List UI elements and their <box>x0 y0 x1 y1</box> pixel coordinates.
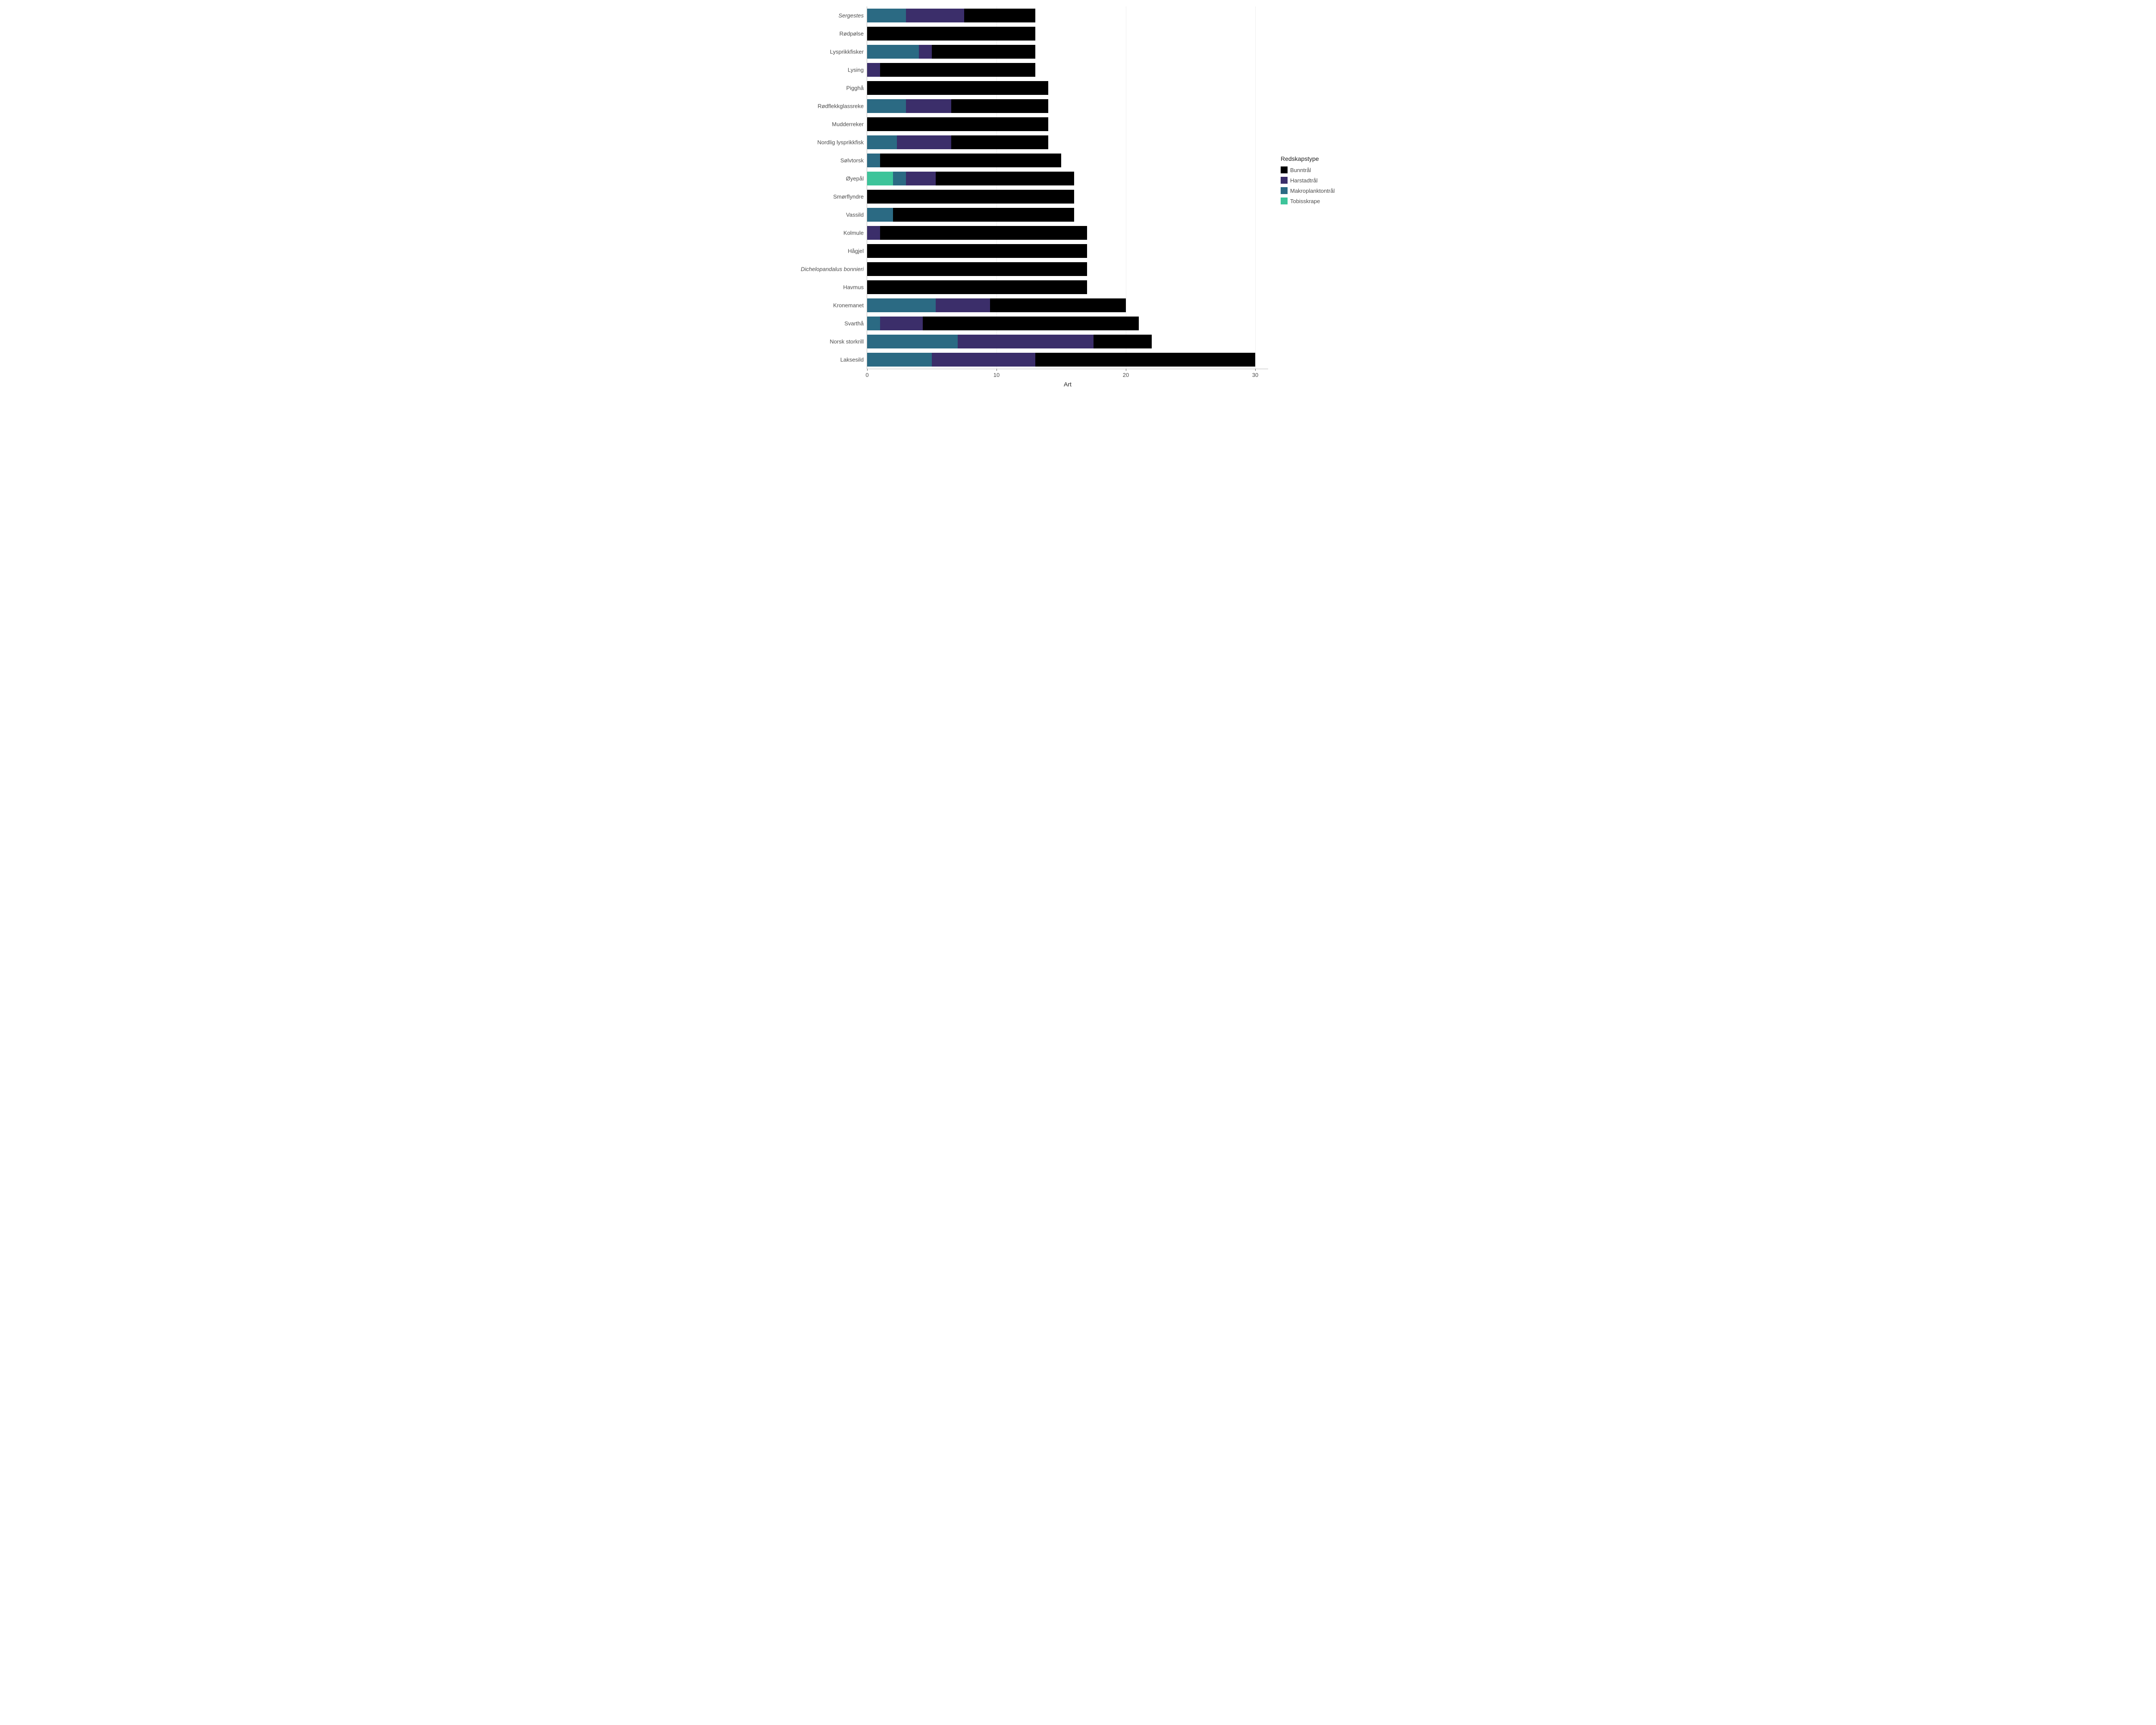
bar-segment <box>906 99 951 113</box>
y-tick-label: Nordlig lysprikkfisk <box>817 139 864 146</box>
bar-segment <box>867 9 906 22</box>
bar-segment <box>932 45 1035 59</box>
bar-segment <box>880 317 923 330</box>
bar-segment <box>893 208 1074 222</box>
bar-segment <box>958 335 1094 348</box>
bar-segment <box>867 335 958 348</box>
legend-swatch <box>1281 166 1288 173</box>
y-tick-label: Svarthå <box>844 320 864 327</box>
x-axis-label: Art <box>1064 381 1072 388</box>
bar-segment <box>867 154 880 167</box>
bar-segment <box>906 9 964 22</box>
bar-segment <box>867 280 1087 294</box>
y-tick-label: Sergestes <box>838 13 864 19</box>
y-tick-label: Norsk storkrill <box>830 339 864 345</box>
bar-segment <box>964 9 1035 22</box>
legend-title: Redskapstype <box>1281 155 1367 162</box>
bar-segment <box>880 63 1035 77</box>
bar-segment <box>897 135 951 149</box>
legend-label: Harstadtrål <box>1290 177 1318 184</box>
bar-segment <box>936 172 1074 185</box>
legend-item: Tobisskrape <box>1281 198 1367 204</box>
bar-segment <box>867 99 906 113</box>
bar-segment <box>867 190 1074 204</box>
bar-segment <box>867 63 880 77</box>
bar-segment <box>867 81 1048 95</box>
bar-segment <box>867 262 1087 276</box>
legend-label: Makroplanktontrål <box>1290 188 1335 194</box>
chart-container: Art 0 10 20 30 Sergestes Rødpølse Lysprikkfisk… <box>776 0 1380 402</box>
y-tick-label: Lysing <box>848 67 864 73</box>
bar-segment <box>880 226 1087 240</box>
x-tick-label: 20 <box>1123 372 1129 378</box>
bar-segment <box>867 353 932 367</box>
bar-segment <box>951 135 1048 149</box>
legend-swatch <box>1281 187 1288 194</box>
legend-swatch <box>1281 177 1288 184</box>
bar-segment <box>867 208 893 222</box>
y-tick-label: Kolmule <box>843 230 864 236</box>
bar-segment <box>880 154 1061 167</box>
x-tick-label: 10 <box>993 372 1000 378</box>
legend-item: Harstadtrål <box>1281 177 1367 184</box>
bar-segment <box>867 45 919 59</box>
bar-segment <box>867 172 893 185</box>
y-tick-label: Laksesild <box>840 357 864 363</box>
bar-segment <box>1035 353 1255 367</box>
bar-segment <box>867 317 880 330</box>
y-tick-label: Dichelopandalus bonnieri <box>801 266 864 273</box>
plot-area: Art 0102030SergestesRødpølseLysprikkfisk… <box>867 6 1268 369</box>
y-tick-label: Smørflyndre <box>833 194 864 200</box>
bar-segment <box>919 45 932 59</box>
bar-segment <box>906 172 936 185</box>
bar-segment <box>893 172 906 185</box>
x-tick-label: 30 <box>1252 372 1258 378</box>
bar-segment <box>1094 335 1152 348</box>
bar-segment <box>867 226 880 240</box>
legend-label: Bunntrål <box>1290 167 1311 173</box>
bar-segment <box>867 27 1035 41</box>
y-tick-label: Pigghå <box>846 85 864 91</box>
legend-label: Tobisskrape <box>1290 198 1320 204</box>
y-tick-label: Havmus <box>843 284 864 291</box>
y-tick-label: Vassild <box>846 212 864 218</box>
y-tick-label: Rødpølse <box>840 31 864 37</box>
bar-segment <box>990 298 1126 312</box>
y-tick-label: Mudderreker <box>832 121 864 128</box>
y-tick-label: Sølvtorsk <box>840 157 864 164</box>
bar-segment <box>867 117 1048 131</box>
bar-segment <box>951 99 1048 113</box>
y-tick-label: Hågjel <box>848 248 864 254</box>
bar-segment <box>867 244 1087 258</box>
bar-segment <box>867 135 897 149</box>
bar-segment <box>923 317 1139 330</box>
x-tick-label: 0 <box>865 372 868 378</box>
bar-segment <box>936 298 990 312</box>
legend-item: Bunntrål <box>1281 166 1367 173</box>
legend-swatch <box>1281 198 1288 204</box>
y-tick-label: Kronemanet <box>833 302 864 309</box>
y-tick-label: Øyepål <box>846 176 864 182</box>
y-tick-label: Lysprikkfisker <box>830 49 864 55</box>
legend: Redskapstype Bunntrål Harstadtrål Makropla… <box>1281 155 1367 208</box>
bar-segment <box>932 353 1035 367</box>
legend-item: Makroplanktontrål <box>1281 187 1367 194</box>
gridline <box>1255 6 1256 369</box>
bar-segment <box>867 298 936 312</box>
y-tick-label: Rødflekkglassreke <box>818 103 864 110</box>
